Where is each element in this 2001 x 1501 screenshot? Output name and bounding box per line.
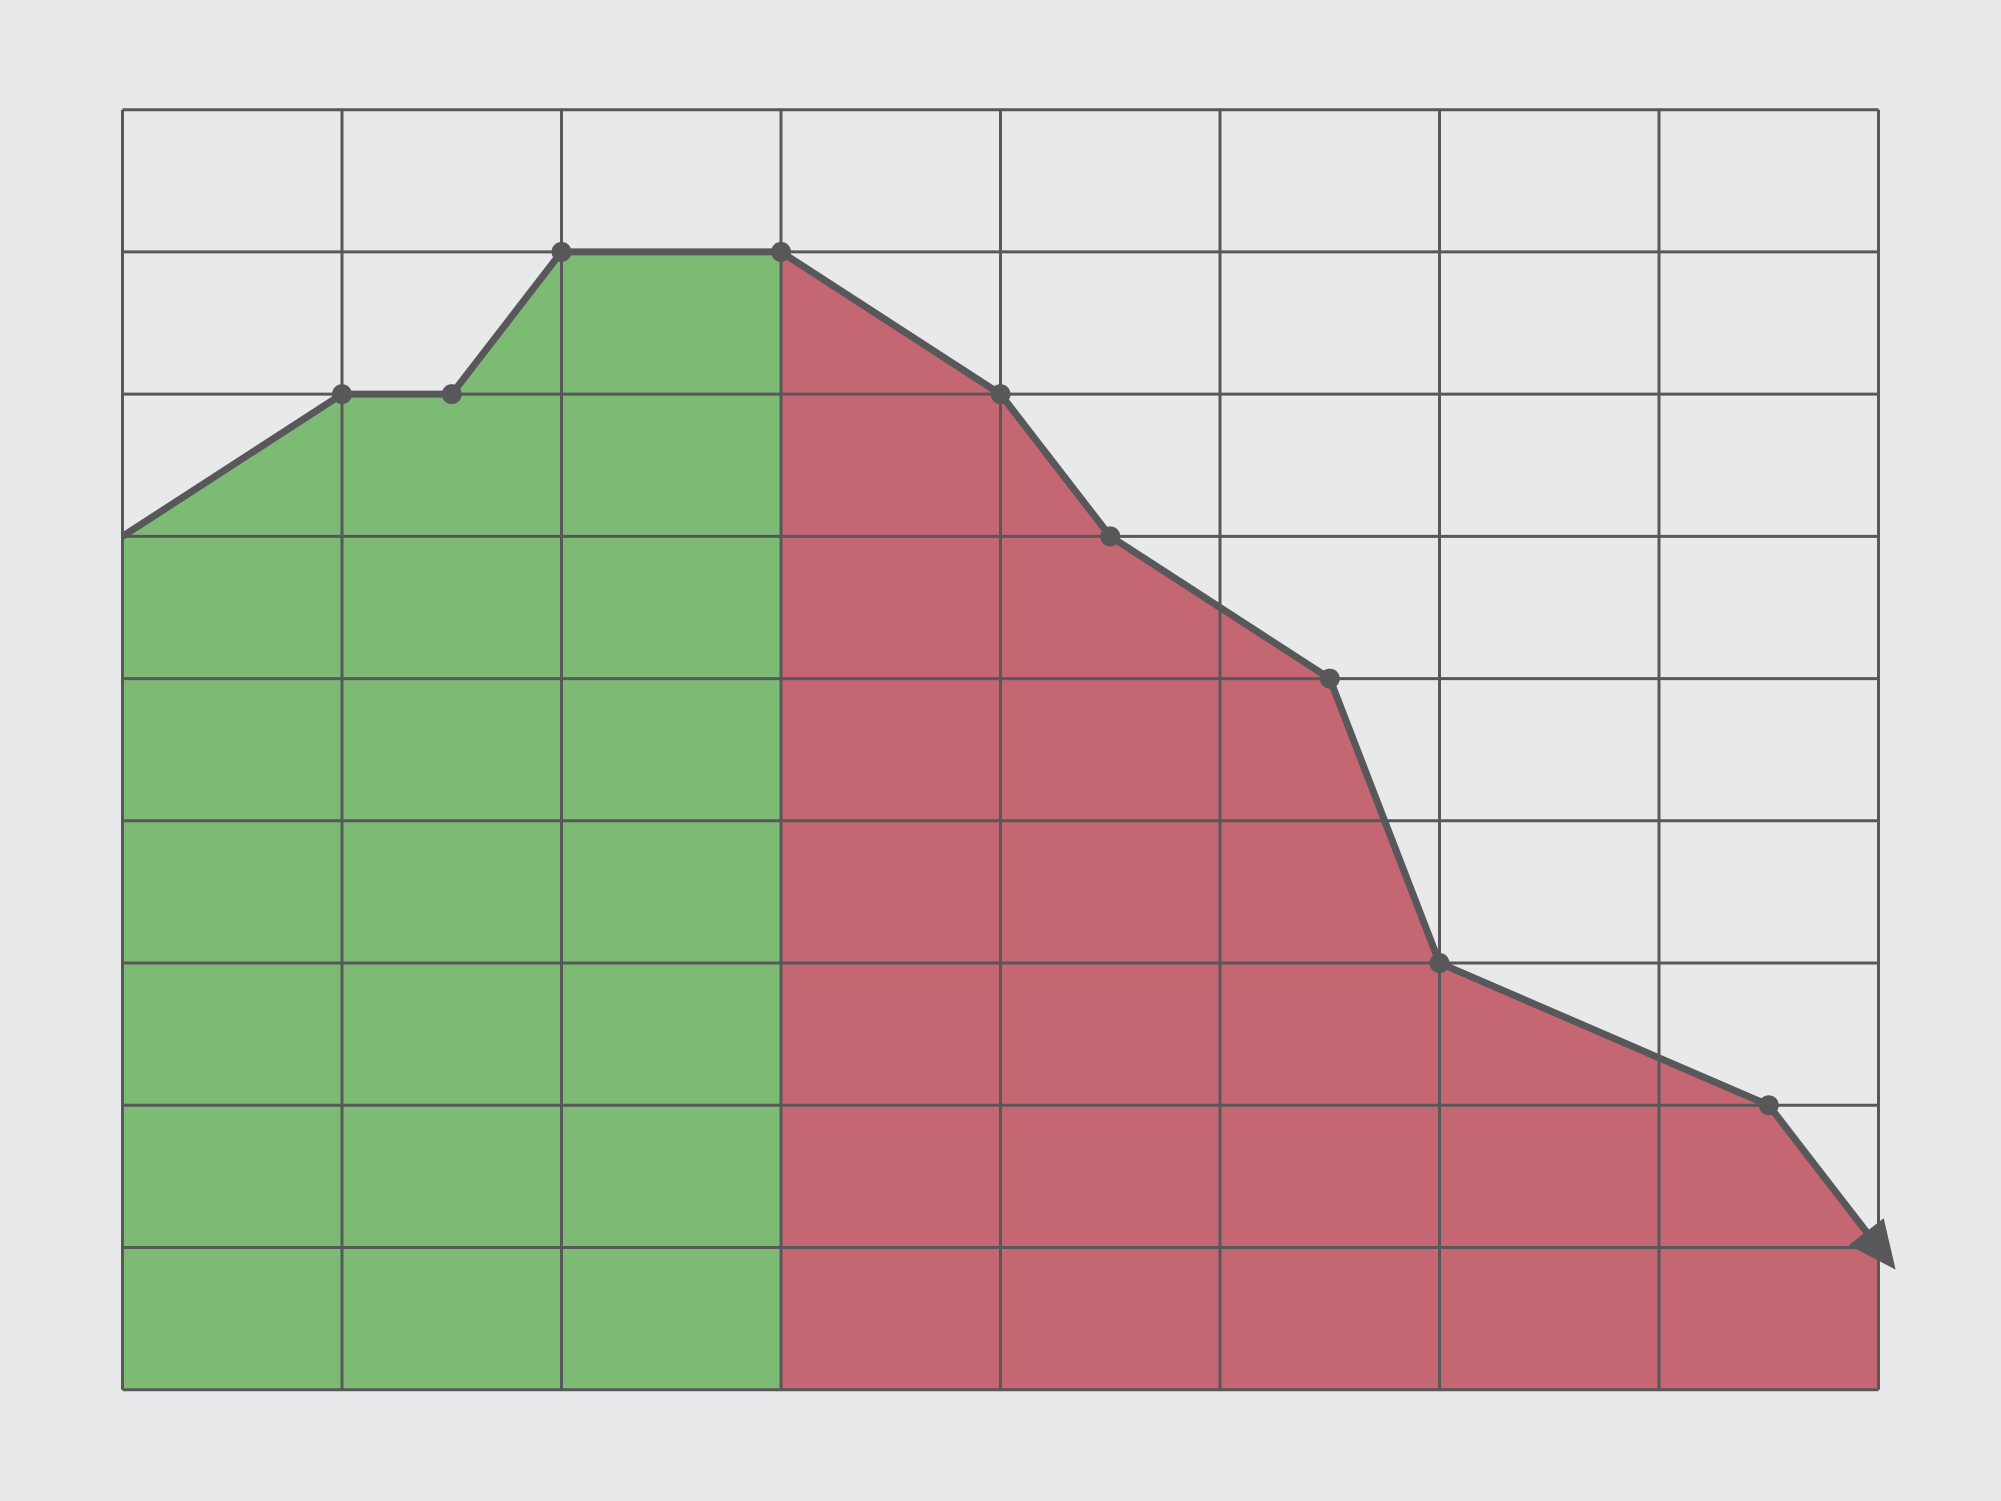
data-point — [551, 241, 572, 262]
data-point — [1429, 953, 1450, 974]
data-point — [771, 241, 791, 262]
data-point — [1758, 1095, 1779, 1116]
plot — [120, 241, 1896, 1270]
arrow-head — [1848, 1218, 1896, 1270]
data-point — [1100, 526, 1121, 547]
data-point — [332, 384, 352, 405]
data-point — [441, 384, 462, 405]
data-point — [990, 384, 1011, 405]
grid — [121, 108, 1880, 1392]
data-point — [1319, 668, 1340, 689]
